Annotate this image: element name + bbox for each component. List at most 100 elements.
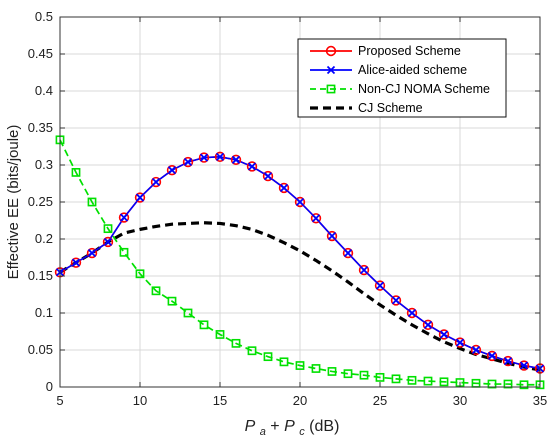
series-point-alice-aided-scheme — [471, 345, 481, 355]
series-point-proposed-scheme — [182, 156, 194, 168]
series-point-alice-aided-scheme — [487, 351, 497, 361]
series-point-alice-aided-scheme-stroke-b — [327, 231, 337, 241]
series-line-cj-scheme — [59, 221, 541, 372]
series-point-proposed-scheme — [118, 212, 130, 223]
series-point-proposed-scheme — [294, 196, 306, 208]
series-point-non-cj-noma-scheme — [119, 247, 129, 257]
series-point-proposed-scheme — [262, 170, 274, 182]
series-point-alice-aided-scheme — [519, 361, 529, 370]
series-point-non-cj-noma-scheme — [359, 370, 369, 380]
y-tick-label: 0.15 — [28, 268, 53, 283]
series-point-alice-aided-scheme — [135, 193, 145, 202]
series-point-alice-aided-scheme — [327, 231, 337, 241]
x-axis-label-symbol-a: P — [245, 418, 256, 435]
series-point-alice-aided-scheme — [71, 258, 81, 267]
series-point-non-cj-noma-scheme — [391, 374, 401, 384]
legend-marker-proposed-scheme — [325, 45, 337, 57]
series-point-proposed-scheme — [102, 236, 114, 248]
series-point-alice-aided-scheme-stroke-b — [263, 171, 273, 181]
x-tick-label: 15 — [213, 393, 227, 408]
legend-item-non-cj-noma-scheme: Non-CJ NOMA Scheme — [310, 82, 490, 96]
series-point-alice-aided-scheme — [503, 356, 513, 366]
legend-item-alice-aided-scheme: Alice-aided scheme — [310, 63, 467, 77]
series-point-proposed-scheme — [390, 295, 402, 306]
series-point-alice-aided-scheme — [183, 157, 193, 167]
x-tick-label: 5 — [56, 393, 63, 408]
series-point-proposed-scheme — [230, 154, 242, 166]
y-tick-label: 0.35 — [28, 120, 53, 135]
legend-layer: Proposed Scheme Alice-aided scheme Non-CJ … — [297, 38, 507, 118]
series-point-proposed-scheme — [214, 151, 226, 163]
legend-marker-alice-aided-scheme-stroke-b — [326, 65, 336, 75]
series-point-alice-aided-scheme — [199, 153, 209, 162]
series-point-alice-aided-scheme-stroke-b — [103, 237, 113, 247]
y-axis-label: Effective EE (bits/joule) — [5, 125, 22, 280]
series-point-proposed-scheme — [406, 307, 418, 319]
series-point-non-cj-noma-scheme — [311, 364, 321, 373]
legend-box — [297, 38, 507, 118]
series-point-non-cj-noma-scheme — [423, 376, 433, 386]
series-point-alice-aided-scheme-stroke-b — [407, 308, 417, 318]
series-point-proposed-scheme — [470, 344, 482, 356]
series-point-alice-aided-scheme-stroke-b — [487, 351, 497, 361]
series-point-alice-aided-scheme-stroke-b — [215, 152, 225, 161]
series-point-alice-aided-scheme-stroke-b — [167, 166, 177, 175]
series-point-non-cj-noma-scheme — [519, 380, 529, 390]
series-point-alice-aided-scheme-stroke-b — [311, 214, 321, 223]
series-point-alice-aided-scheme-stroke-b — [71, 258, 81, 267]
series-point-alice-aided-scheme-stroke-b — [503, 356, 513, 366]
y-tick-label: 0 — [46, 379, 53, 394]
series-point-proposed-scheme — [134, 192, 146, 203]
series-point-non-cj-noma-scheme — [343, 369, 353, 379]
legend-label-alice-aided-scheme: Alice-aided scheme — [358, 63, 467, 77]
x-axis-label-symbol-c: P — [284, 418, 295, 435]
series-layer — [54, 135, 546, 390]
series-point-non-cj-noma-scheme — [215, 330, 225, 339]
series-point-alice-aided-scheme-stroke-b — [455, 338, 465, 347]
series-point-alice-aided-scheme-stroke-b — [119, 213, 129, 222]
series-point-non-cj-noma-scheme — [327, 367, 337, 376]
series-point-non-cj-noma-scheme — [231, 338, 241, 348]
series-point-non-cj-noma-scheme — [199, 320, 209, 330]
series-point-proposed-scheme — [502, 355, 514, 367]
x-tick-label: 20 — [293, 393, 307, 408]
y-tick-label: 0.5 — [35, 9, 53, 24]
series-point-alice-aided-scheme-stroke-b — [423, 320, 433, 329]
series-point-non-cj-noma-scheme — [263, 352, 273, 362]
series-point-alice-aided-scheme — [343, 248, 353, 258]
series-point-proposed-scheme — [70, 257, 82, 268]
series-point-alice-aided-scheme-stroke-b — [199, 153, 209, 162]
series-point-proposed-scheme — [518, 360, 530, 371]
series-point-proposed-scheme — [166, 164, 178, 176]
y-tick-label: 0.4 — [35, 83, 53, 98]
y-tick-label: 0.1 — [35, 305, 53, 320]
series-point-proposed-scheme — [422, 319, 434, 331]
series-point-alice-aided-scheme-stroke-b — [87, 248, 97, 258]
series-point-alice-aided-scheme — [407, 308, 417, 318]
x-axis-label-unit: (dB) — [309, 418, 339, 435]
legend-label-proposed-scheme: Proposed Scheme — [358, 44, 461, 58]
series-point-alice-aided-scheme — [295, 197, 305, 207]
y-tick-label: 0.45 — [28, 46, 53, 61]
x-axis-label-subscript-a: a — [260, 426, 266, 438]
series-point-alice-aided-scheme — [455, 338, 465, 347]
series-point-alice-aided-scheme — [375, 281, 385, 290]
series-point-non-cj-noma-scheme — [295, 361, 305, 370]
series-point-alice-aided-scheme-stroke-b — [231, 155, 241, 164]
series-point-alice-aided-scheme-stroke-b — [343, 248, 353, 258]
x-tick-label: 25 — [373, 393, 387, 408]
y-tick-label: 0.25 — [28, 194, 53, 209]
series-point-alice-aided-scheme — [359, 265, 369, 275]
series-point-alice-aided-scheme-stroke-b — [151, 177, 161, 187]
legend-marker-alice-aided-scheme — [326, 65, 336, 75]
series-point-non-cj-noma-scheme — [167, 296, 177, 306]
series-point-alice-aided-scheme — [103, 237, 113, 247]
series-point-proposed-scheme — [374, 280, 386, 291]
x-tick-label: 30 — [453, 393, 467, 408]
series-point-alice-aided-scheme — [423, 320, 433, 329]
x-tick-label: 35 — [533, 393, 547, 408]
legend-label-cj-scheme: CJ Scheme — [358, 101, 423, 115]
series-point-alice-aided-scheme — [247, 162, 257, 171]
x-axis-label: P a + P c (dB) — [245, 418, 340, 439]
